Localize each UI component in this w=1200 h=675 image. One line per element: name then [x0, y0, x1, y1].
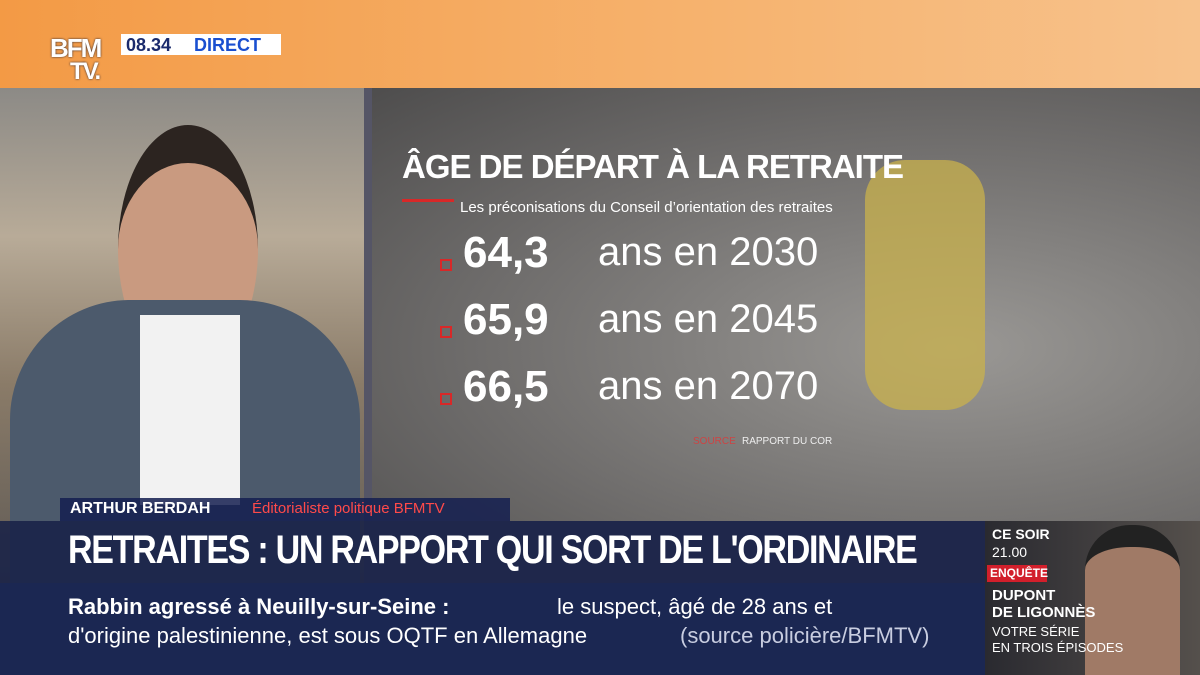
promo-sub2: EN TROIS ÉPISODES	[992, 640, 1124, 655]
ticker-line2: d'origine palestinienne, est sous OQTF e…	[68, 623, 588, 648]
guest-role: Éditorialiste politique BFMTV	[252, 500, 445, 517]
row-label: ans en 2030	[598, 230, 819, 274]
guest-name: ARTHUR BERDAH	[70, 500, 211, 517]
promo-title2: DE LIGONNÈS	[992, 604, 1096, 621]
row-value: 65,9	[463, 295, 549, 344]
promo-sub1: VOTRE SÉRIE	[992, 624, 1080, 639]
graphic-subtitle: Les préconisations du Conseil d’orientat…	[460, 199, 833, 216]
bullet	[440, 326, 452, 338]
logo-top: BFM	[50, 33, 102, 63]
promo-face	[1085, 525, 1180, 675]
source-label: SOURCE	[693, 436, 736, 447]
row-value: 66,5	[463, 362, 549, 411]
row-label: ans en 2045	[598, 297, 819, 341]
time: 08.34	[126, 35, 172, 55]
time-box	[121, 34, 281, 55]
ticker-bar	[0, 583, 985, 675]
graphic-title: ÂGE DE DÉPART À LA RETRAITE	[402, 148, 904, 185]
promo-tag: ENQUÊTE	[990, 566, 1049, 580]
promo-time: 21.00	[992, 544, 1028, 560]
ticker-line1: le suspect, âgé de 28 ans et	[557, 594, 833, 619]
promo-title1: DUPONT	[992, 587, 1056, 604]
headline: RETRAITES : UN RAPPORT QUI SORT DE L'ORD…	[68, 528, 918, 572]
person-shirt	[140, 315, 240, 505]
row-label: ans en 2070	[598, 364, 819, 408]
bullet	[440, 393, 452, 405]
title-underline	[402, 199, 454, 202]
graphic-panel	[372, 88, 1200, 521]
row-value: 64,3	[463, 228, 549, 277]
headline-bar	[0, 521, 985, 583]
name-bar	[60, 498, 510, 521]
figurine	[865, 160, 985, 410]
source: RAPPORT DU COR	[742, 436, 833, 447]
promo-tag-box	[987, 565, 1047, 582]
ticker-lead: Rabbin agressé à Neuilly-sur-Seine :	[68, 594, 450, 619]
ticker-source: (source policière/BFMTV)	[680, 623, 930, 648]
promo-when: CE SOIR	[992, 526, 1050, 542]
bullet	[440, 259, 452, 271]
live: DIRECT	[194, 35, 261, 55]
logo-bottom: TV.	[70, 58, 101, 85]
